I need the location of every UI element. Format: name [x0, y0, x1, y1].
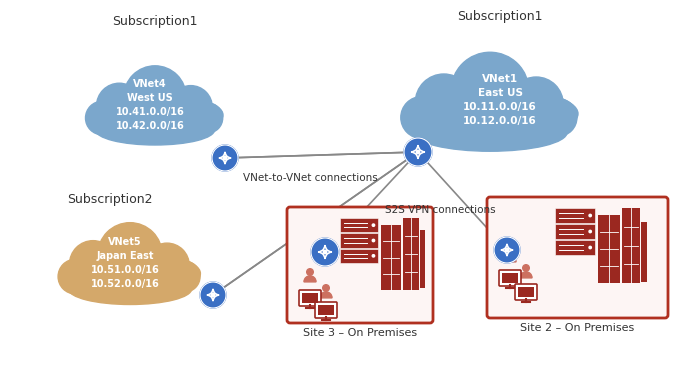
- Circle shape: [401, 96, 443, 138]
- FancyBboxPatch shape: [487, 197, 668, 318]
- Circle shape: [589, 214, 591, 217]
- Wedge shape: [320, 292, 332, 298]
- Circle shape: [200, 282, 226, 308]
- FancyBboxPatch shape: [340, 218, 378, 233]
- Ellipse shape: [87, 94, 223, 136]
- Circle shape: [223, 157, 227, 160]
- FancyBboxPatch shape: [315, 302, 337, 318]
- FancyBboxPatch shape: [555, 208, 595, 223]
- Circle shape: [415, 74, 472, 131]
- Text: Site 2 – On Premises: Site 2 – On Premises: [520, 323, 635, 333]
- Circle shape: [85, 101, 119, 135]
- Circle shape: [323, 250, 327, 254]
- Circle shape: [124, 66, 186, 128]
- Text: Site 3 – On Premises: Site 3 – On Premises: [303, 328, 417, 338]
- Text: VNet-to-VNet connections: VNet-to-VNet connections: [243, 173, 377, 183]
- Wedge shape: [304, 276, 316, 282]
- Ellipse shape: [413, 114, 567, 151]
- Circle shape: [97, 83, 142, 129]
- Circle shape: [311, 238, 339, 266]
- FancyBboxPatch shape: [499, 270, 521, 286]
- Circle shape: [145, 243, 189, 288]
- Circle shape: [169, 86, 212, 129]
- Circle shape: [509, 77, 564, 131]
- FancyBboxPatch shape: [420, 230, 425, 288]
- Circle shape: [505, 249, 509, 251]
- Circle shape: [169, 261, 200, 292]
- Ellipse shape: [69, 273, 192, 304]
- Text: VNet1
East US
10.11.0.0/16
10.12.0.0/16: VNet1 East US 10.11.0.0/16 10.12.0.0/16: [463, 74, 537, 126]
- Circle shape: [58, 259, 93, 294]
- FancyBboxPatch shape: [622, 208, 640, 283]
- Text: Subscription1: Subscription1: [457, 10, 542, 23]
- Circle shape: [494, 237, 520, 263]
- Circle shape: [307, 269, 314, 275]
- FancyBboxPatch shape: [318, 305, 334, 315]
- Circle shape: [323, 285, 329, 291]
- Circle shape: [540, 99, 577, 136]
- Circle shape: [589, 230, 591, 233]
- Circle shape: [416, 150, 420, 154]
- Circle shape: [523, 265, 529, 271]
- FancyBboxPatch shape: [302, 293, 318, 303]
- Wedge shape: [504, 256, 516, 262]
- Ellipse shape: [95, 115, 214, 145]
- FancyBboxPatch shape: [555, 224, 595, 239]
- Ellipse shape: [402, 88, 578, 140]
- Circle shape: [372, 255, 375, 257]
- FancyBboxPatch shape: [340, 233, 378, 248]
- FancyBboxPatch shape: [515, 284, 537, 300]
- Circle shape: [372, 224, 375, 226]
- FancyBboxPatch shape: [598, 215, 620, 283]
- Text: S2S VPN connections: S2S VPN connections: [385, 205, 496, 215]
- Text: Subscription2: Subscription2: [67, 193, 153, 206]
- Wedge shape: [520, 272, 532, 278]
- FancyBboxPatch shape: [502, 273, 518, 283]
- Circle shape: [212, 145, 238, 171]
- FancyBboxPatch shape: [340, 249, 378, 263]
- Text: Subscription1: Subscription1: [112, 15, 197, 28]
- Circle shape: [69, 241, 117, 288]
- Circle shape: [193, 103, 223, 133]
- Circle shape: [372, 239, 375, 242]
- Circle shape: [589, 246, 591, 249]
- Circle shape: [507, 249, 513, 255]
- Ellipse shape: [60, 252, 200, 295]
- FancyBboxPatch shape: [403, 218, 419, 290]
- FancyBboxPatch shape: [641, 222, 647, 282]
- Circle shape: [451, 52, 529, 130]
- FancyBboxPatch shape: [287, 207, 433, 323]
- Circle shape: [98, 223, 162, 287]
- Circle shape: [211, 293, 215, 296]
- FancyBboxPatch shape: [555, 240, 595, 255]
- Circle shape: [404, 138, 432, 166]
- FancyBboxPatch shape: [518, 287, 534, 297]
- Text: VNet5
Japan East
10.51.0.0/16
10.52.0.0/16: VNet5 Japan East 10.51.0.0/16 10.52.0.0/…: [90, 237, 160, 289]
- Text: VNet4
West US
10.41.0.0/16
10.42.0.0/16: VNet4 West US 10.41.0.0/16 10.42.0.0/16: [116, 79, 184, 131]
- FancyBboxPatch shape: [381, 225, 401, 290]
- FancyBboxPatch shape: [299, 290, 321, 306]
